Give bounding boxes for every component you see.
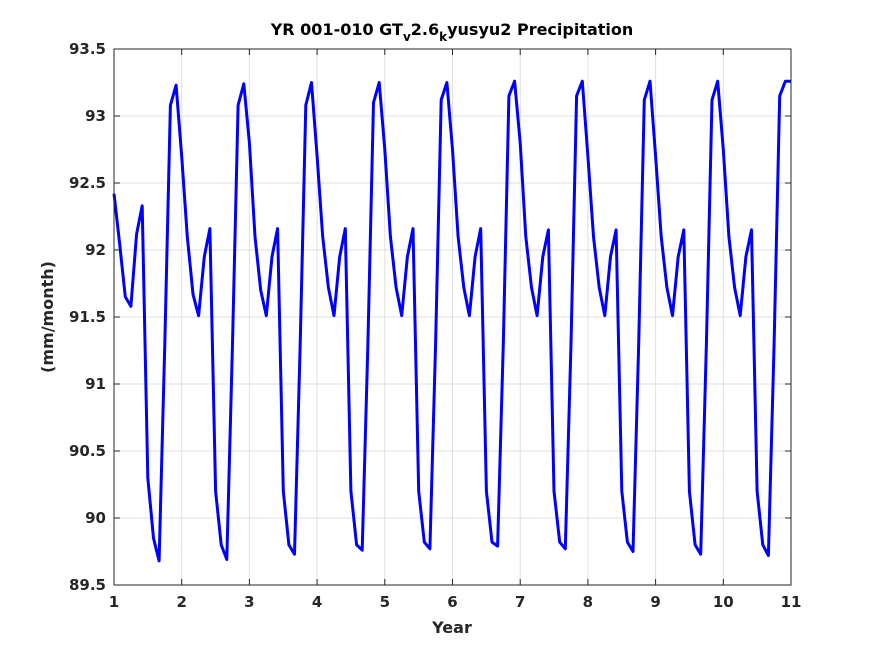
title-subscript-k: k	[439, 30, 448, 44]
chart-title: YR 001-010 GTv2.6kyusyu2 Precipitation	[270, 20, 634, 44]
y-tick-label: 92	[85, 241, 106, 259]
y-tick-label: 90	[85, 509, 106, 527]
x-tick-label: 5	[380, 593, 390, 611]
y-tick-label: 93.5	[69, 40, 106, 58]
x-axis-label: Year	[431, 618, 472, 637]
y-tick-label: 89.5	[69, 576, 106, 594]
y-tick-label: 92.5	[69, 174, 106, 192]
series-layer	[112, 79, 792, 563]
y-tick-labels: 89.5 90 90.5 91 91.5 92 92.5 93 93.5	[69, 40, 106, 594]
y-tick-label: 91.5	[69, 308, 106, 326]
title-subscript-v: v	[403, 30, 411, 44]
x-tick-labels: 1 2 3 4 5 6 7 8 9 10 11	[109, 593, 802, 611]
x-tick-label: 7	[515, 593, 525, 611]
x-tick-label: 2	[176, 593, 186, 611]
x-tick-label: 8	[583, 593, 593, 611]
x-tick-label: 1	[109, 593, 119, 611]
y-tick-label: 91	[85, 375, 106, 393]
x-tick-label: 6	[447, 593, 457, 611]
tick-marks	[113, 48, 792, 586]
x-tick-label: 10	[713, 593, 734, 611]
x-tick-label: 3	[244, 593, 254, 611]
x-tick-label: 9	[650, 593, 660, 611]
x-tick-label: 11	[781, 593, 802, 611]
y-axis-label: (mm/month)	[38, 261, 57, 373]
y-tick-label: 93	[85, 107, 106, 125]
y-tick-label: 90.5	[69, 442, 106, 460]
x-tick-label: 4	[312, 593, 322, 611]
